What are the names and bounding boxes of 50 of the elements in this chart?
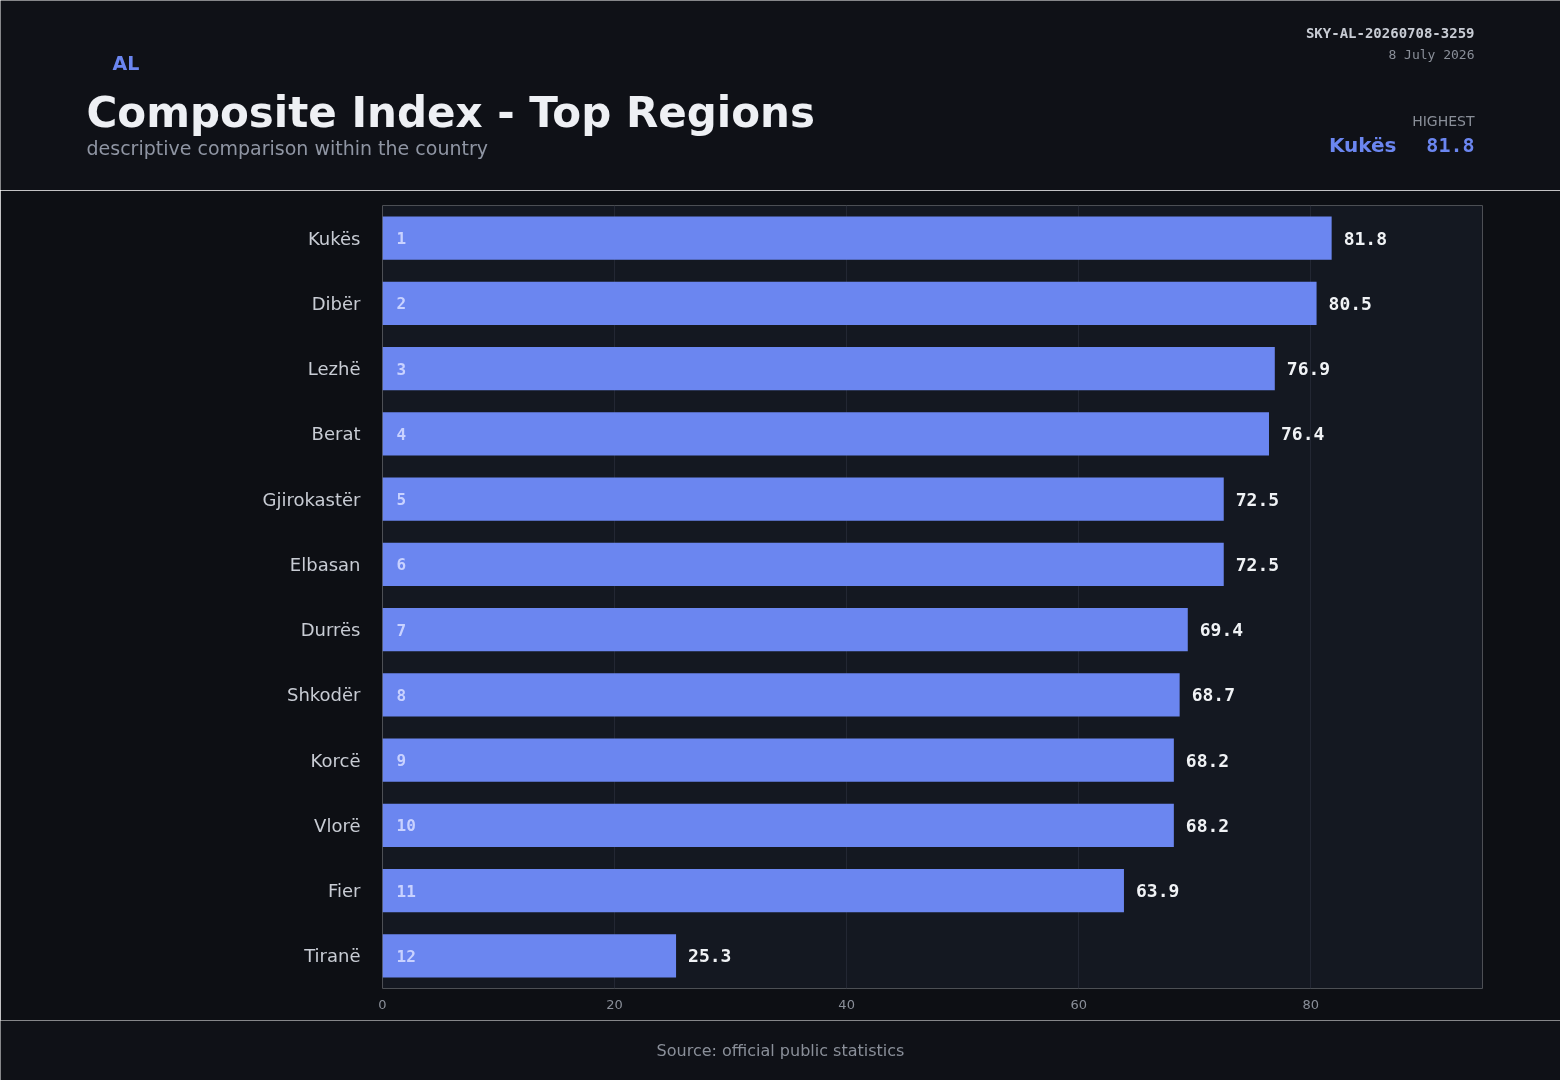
annotation: 11 bbox=[396, 881, 416, 901]
annotation: 10 bbox=[396, 816, 416, 836]
data-label: 68.2 bbox=[1185, 814, 1230, 836]
y-tick-label: Shkodër bbox=[286, 684, 362, 706]
data-label: 25.3 bbox=[688, 945, 732, 967]
y-tick-label: Fier bbox=[327, 880, 362, 902]
text: 8 July 2026 bbox=[1388, 47, 1475, 62]
text: HIGHEST bbox=[1412, 112, 1475, 129]
annotation: 7 bbox=[396, 620, 407, 640]
x-tick-label: 40 bbox=[838, 996, 855, 1012]
data-label: 68.7 bbox=[1191, 684, 1236, 706]
y-tick-label: Tiranë bbox=[303, 945, 361, 967]
y-tick-label: Kukës bbox=[307, 227, 361, 249]
y-tick-label: Gjirokastër bbox=[262, 488, 362, 510]
y-tick-label: Korcë bbox=[310, 749, 361, 771]
y-tick-label: Vlorë bbox=[314, 814, 361, 836]
annotation: 8 bbox=[396, 685, 407, 705]
y-tick-label: Dibër bbox=[311, 292, 362, 314]
annotation: 12 bbox=[396, 946, 416, 966]
y-tick-label: Berat bbox=[311, 423, 361, 445]
data-label: 76.4 bbox=[1281, 423, 1325, 445]
annotation: 9 bbox=[396, 751, 407, 771]
annotation: 3 bbox=[396, 359, 407, 379]
annotation: 4 bbox=[396, 424, 407, 444]
x-tick-label: 60 bbox=[1070, 996, 1087, 1012]
annotation: 2 bbox=[396, 294, 407, 314]
x-tick-label: 0 bbox=[378, 996, 387, 1012]
data-label: 80.5 bbox=[1328, 292, 1372, 314]
annotation: 6 bbox=[396, 555, 407, 575]
source-note: Source: official public statistics bbox=[656, 1041, 905, 1060]
x-tick-label: 80 bbox=[1302, 996, 1320, 1012]
text: AL bbox=[112, 51, 140, 74]
annotation: 5 bbox=[396, 490, 407, 510]
chart-title: Composite Index - Top Regions bbox=[86, 88, 815, 137]
data-label: 68.2 bbox=[1185, 749, 1230, 771]
text: SKY-AL-20260708-3259 bbox=[1305, 24, 1475, 41]
x-tick-label: 20 bbox=[606, 996, 623, 1012]
data-label: 81.8 bbox=[1343, 227, 1388, 249]
text: Kukës bbox=[1328, 132, 1397, 157]
y-tick-label: Lezhë bbox=[307, 358, 361, 380]
chart-subtitle: descriptive comparison within the country bbox=[86, 136, 488, 159]
data-label: 72.5 bbox=[1235, 553, 1280, 575]
annotation: 1 bbox=[396, 229, 407, 249]
y-tick-label: Durrës bbox=[300, 619, 361, 641]
y-tick-label: Elbasan bbox=[289, 553, 361, 575]
text: 81.8 bbox=[1426, 132, 1475, 157]
data-label: 69.4 bbox=[1199, 619, 1244, 641]
data-label: 72.5 bbox=[1235, 488, 1280, 510]
data-label: 76.9 bbox=[1286, 358, 1331, 380]
data-label: 63.9 bbox=[1135, 880, 1180, 902]
